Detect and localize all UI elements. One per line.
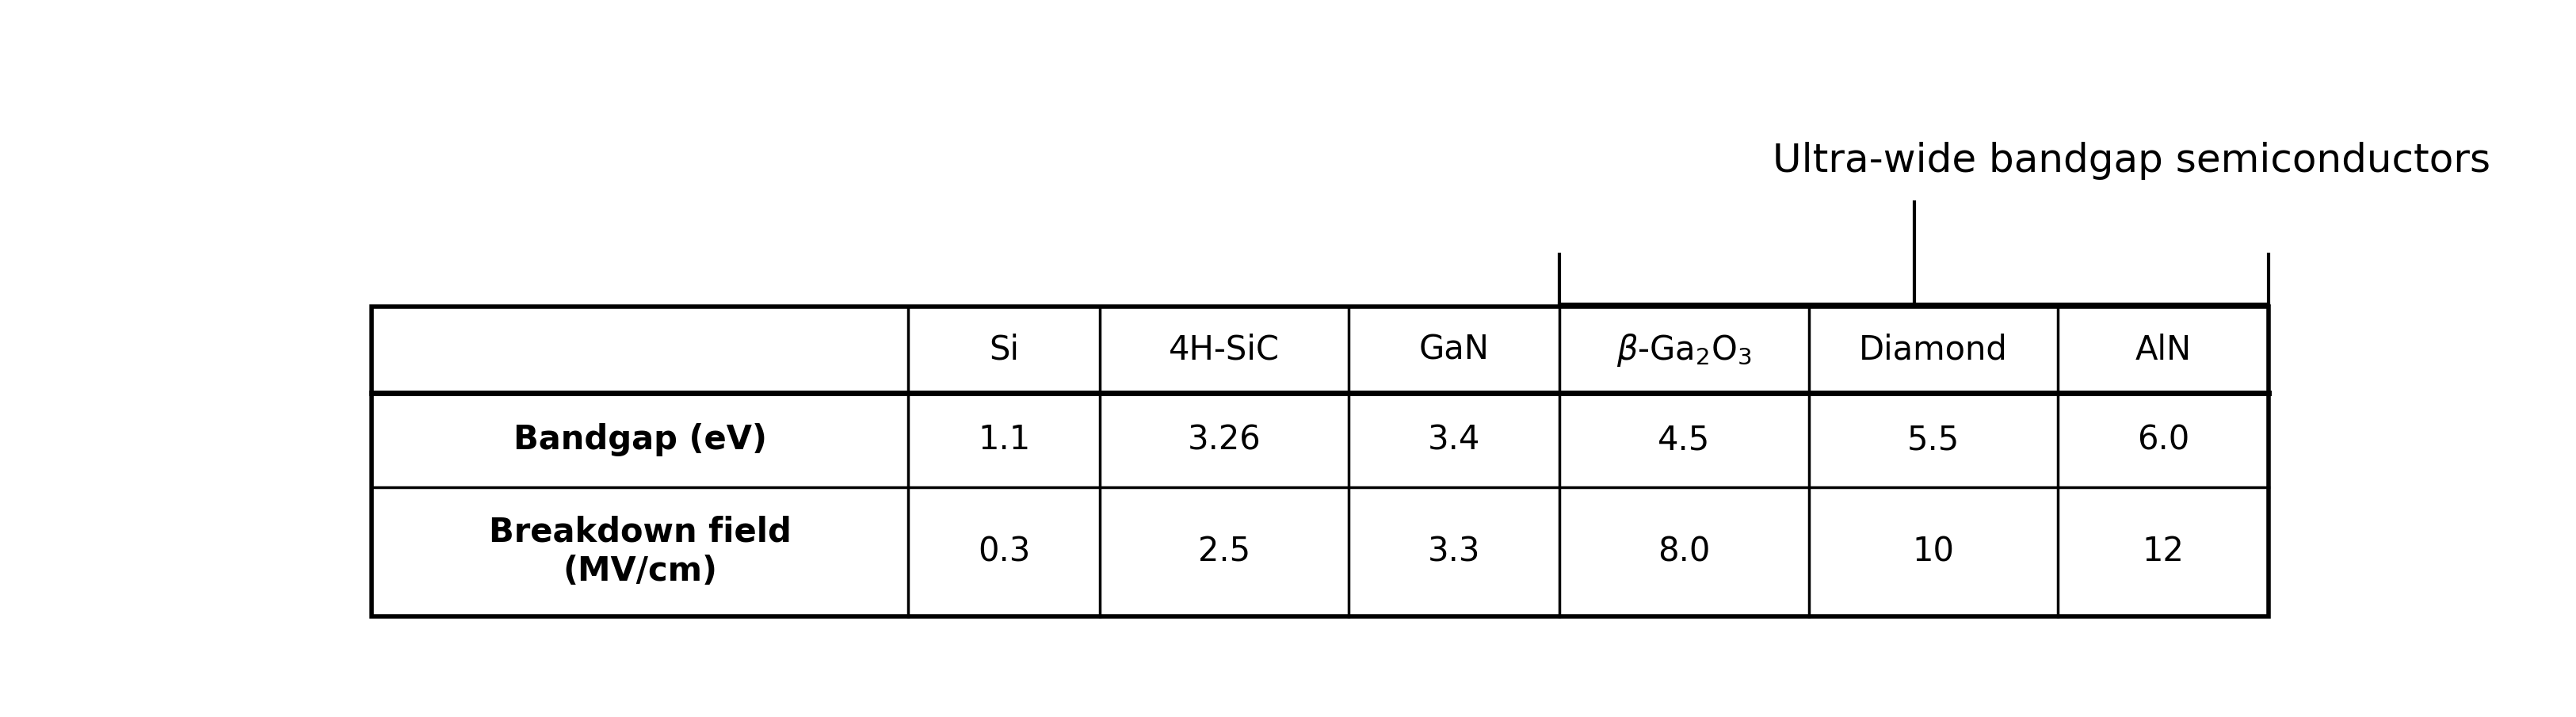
Text: 6.0: 6.0 <box>2138 423 2190 457</box>
Text: 5.5: 5.5 <box>1906 423 1960 457</box>
Text: 1.1: 1.1 <box>979 423 1030 457</box>
Text: Diamond: Diamond <box>1860 333 2007 366</box>
Text: 3.26: 3.26 <box>1188 423 1262 457</box>
Text: 4H-SiC: 4H-SiC <box>1170 333 1280 366</box>
Text: 10: 10 <box>1911 535 1955 569</box>
Text: 12: 12 <box>2143 535 2184 569</box>
Text: 2.5: 2.5 <box>1198 535 1249 569</box>
Text: Breakdown field
(MV/cm): Breakdown field (MV/cm) <box>489 516 791 587</box>
Text: 3.3: 3.3 <box>1427 535 1481 569</box>
Text: 8.0: 8.0 <box>1659 535 1710 569</box>
Text: Bandgap (eV): Bandgap (eV) <box>513 423 768 457</box>
Text: 0.3: 0.3 <box>979 535 1030 569</box>
Text: 4.5: 4.5 <box>1659 423 1710 457</box>
Text: AlN: AlN <box>2136 333 2192 366</box>
Bar <box>371 307 2269 616</box>
Text: 3.4: 3.4 <box>1427 423 1481 457</box>
Text: $\beta$-Ga$_2$O$_3$: $\beta$-Ga$_2$O$_3$ <box>1618 331 1752 368</box>
Text: Ultra-wide bandgap semiconductors: Ultra-wide bandgap semiconductors <box>1772 142 2491 180</box>
Text: Si: Si <box>989 333 1020 366</box>
Text: GaN: GaN <box>1419 333 1489 366</box>
